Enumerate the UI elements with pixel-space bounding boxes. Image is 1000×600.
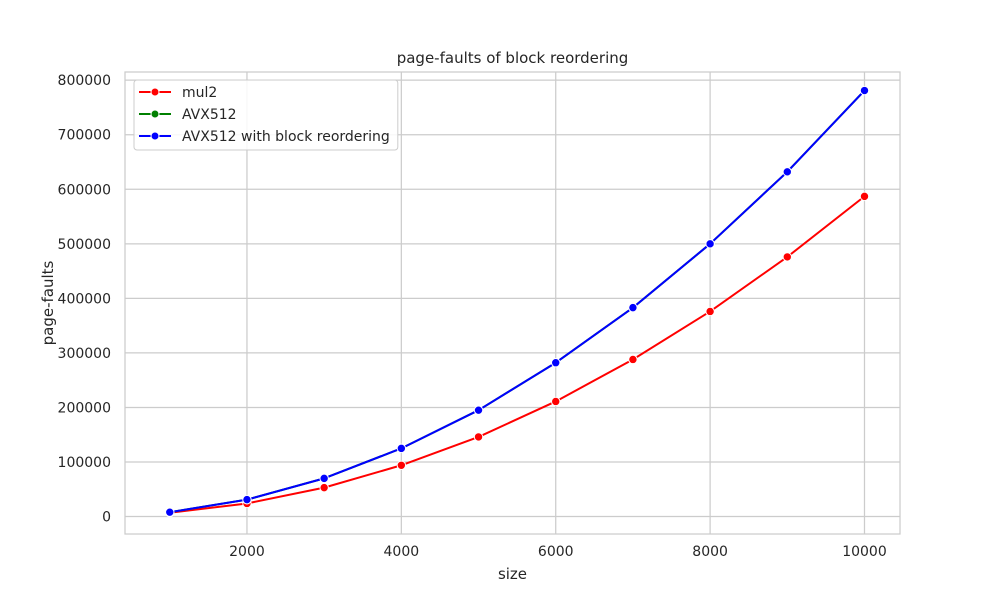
series-line [169,89,866,514]
x-tick-label: 6000 [538,544,574,560]
y-tick-label: 0 [102,510,111,526]
data-point [551,358,561,368]
data-point [473,405,484,415]
data-point [319,473,329,484]
series-line [169,195,866,514]
legend-box [133,79,399,151]
chart-title: page-faults of block reordering [397,49,629,67]
data-point [165,507,175,517]
data-point [782,252,793,262]
legend-label: AVX512 [182,107,237,123]
plot-frame [124,71,901,535]
x-tick-label: 10000 [842,544,887,560]
data-series [165,85,870,518]
y-tick-label: 700000 [58,128,111,144]
legend: mul2 AVX512 AVX512 with block reordering [133,79,399,151]
legend-label: mul2 [182,85,217,101]
data-point [705,306,715,317]
data-point [705,239,715,249]
axis-ticks: 2000 4000 6000 8000 100000100000200000300000… [58,73,887,560]
data-point [859,191,870,202]
y-axis-title: page-faults [39,260,57,345]
y-tick-label: 400000 [58,291,111,307]
legend-marker [150,131,160,141]
data-point [473,432,484,442]
y-tick-label: 300000 [58,346,111,362]
data-point [859,85,870,96]
data-point [628,354,638,365]
data-point [782,167,793,177]
data-point [242,494,252,505]
y-tick-label: 500000 [58,237,111,253]
legend-marker [150,87,160,97]
legend-marker [150,109,160,119]
y-tick-label: 800000 [58,73,111,89]
x-tick-label: 4000 [384,544,420,560]
data-point [396,443,407,454]
data-point [628,302,638,313]
legend-label: AVX512 with block reordering [182,129,390,145]
y-tick-label: 100000 [58,455,111,471]
x-tick-label: 2000 [229,544,265,560]
x-axis-title: size [498,565,527,583]
data-point [396,460,407,470]
x-tick-label: 8000 [692,544,728,560]
data-point [319,482,329,493]
data-point [551,396,561,407]
grid [125,72,900,534]
series-avx512-with-block-reordering [165,85,870,517]
y-tick-label: 600000 [58,182,111,198]
y-tick-label: 200000 [58,400,111,416]
